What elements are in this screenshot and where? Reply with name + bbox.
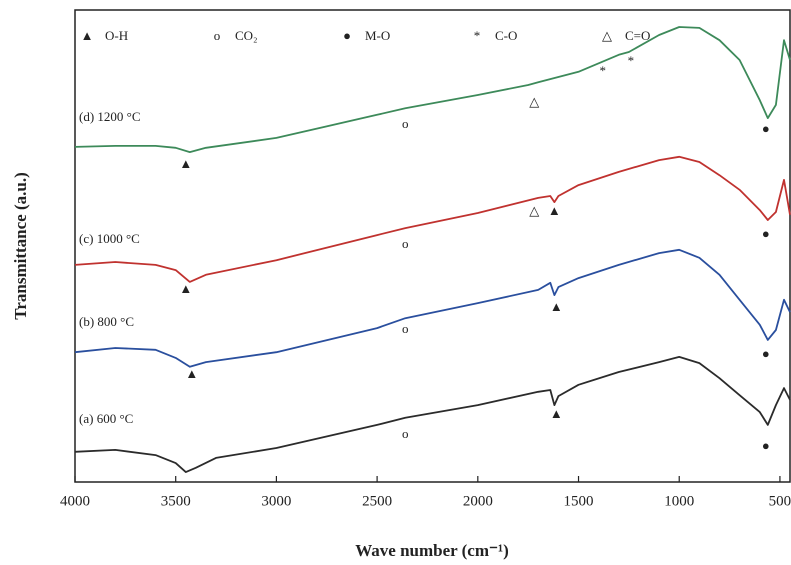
annotation: o: [402, 116, 409, 131]
legend-label: C-O: [495, 28, 517, 43]
series-line: [74, 26, 791, 153]
annotation: o: [402, 426, 409, 441]
x-tick-label: 3000: [261, 493, 291, 509]
legend-symbol: ▲: [81, 28, 94, 43]
annotation: ▲: [185, 366, 198, 381]
legend-label: M-O: [365, 28, 390, 43]
annotation: ●: [762, 226, 770, 241]
annotation: ▲: [548, 203, 561, 218]
annotation: △: [529, 94, 539, 109]
x-tick-label: 2500: [362, 493, 392, 509]
annotation: (d) 1200 °C: [79, 109, 141, 124]
x-tick-label: 4000: [60, 493, 90, 509]
legend-symbol: *: [474, 28, 481, 43]
series-line: [74, 356, 791, 473]
x-tick-label: 500: [769, 493, 791, 509]
y-axis-title: Transmittance (a.u.): [11, 172, 30, 319]
annotation: ▲: [550, 406, 563, 421]
annotation: △: [529, 203, 539, 218]
legend-label: O-H: [105, 28, 128, 43]
annotation: o: [402, 321, 409, 336]
legend-symbol: ●: [343, 28, 351, 43]
annotation: (c) 1000 °C: [79, 231, 140, 246]
series-line: [74, 155, 791, 283]
x-tick-label: 2000: [463, 493, 493, 509]
annotation: ▲: [550, 299, 563, 314]
annotation: ▲: [179, 156, 192, 171]
annotation: ●: [762, 121, 770, 136]
annotation: (b) 800 °C: [79, 314, 134, 329]
annotation: o: [402, 236, 409, 251]
legend-symbol: o: [214, 28, 221, 43]
legend-symbol: △: [602, 28, 612, 43]
plot-frame: [74, 9, 791, 483]
x-axis-title: Wave number (cm⁻¹): [355, 541, 509, 560]
annotation: *: [599, 63, 606, 78]
annotation: ●: [762, 438, 770, 453]
x-tick-label: 1500: [564, 493, 594, 509]
legend-label: C=O: [625, 28, 650, 43]
annotation: (a) 600 °C: [79, 411, 133, 426]
series-line: [74, 248, 791, 368]
legend-label: CO₂: [235, 28, 258, 43]
annotation: *: [628, 53, 635, 68]
annotation: ●: [762, 346, 770, 361]
x-tick-label: 1000: [664, 493, 694, 509]
annotation: ▲: [179, 281, 192, 296]
x-tick-label: 3500: [161, 493, 191, 509]
